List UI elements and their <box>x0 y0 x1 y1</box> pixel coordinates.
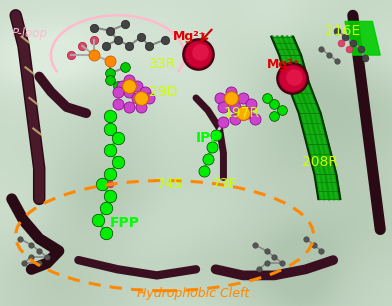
Text: Mg²⁺: Mg²⁺ <box>267 58 300 71</box>
Text: 29D: 29D <box>149 85 177 99</box>
Text: IPP: IPP <box>196 131 221 145</box>
Text: Mg²⁺: Mg²⁺ <box>172 30 206 43</box>
Text: Hydrophobic Cleft: Hydrophobic Cleft <box>137 287 249 300</box>
Text: 208R: 208R <box>302 155 338 169</box>
Text: 197R: 197R <box>223 106 260 120</box>
Text: 33R: 33R <box>149 57 176 71</box>
Text: 73F: 73F <box>212 177 237 191</box>
Text: 74S: 74S <box>157 177 183 191</box>
Polygon shape <box>345 21 380 55</box>
Text: FPP: FPP <box>110 216 140 230</box>
Text: 216E: 216E <box>325 24 361 38</box>
Text: P-loop: P-loop <box>12 27 48 40</box>
